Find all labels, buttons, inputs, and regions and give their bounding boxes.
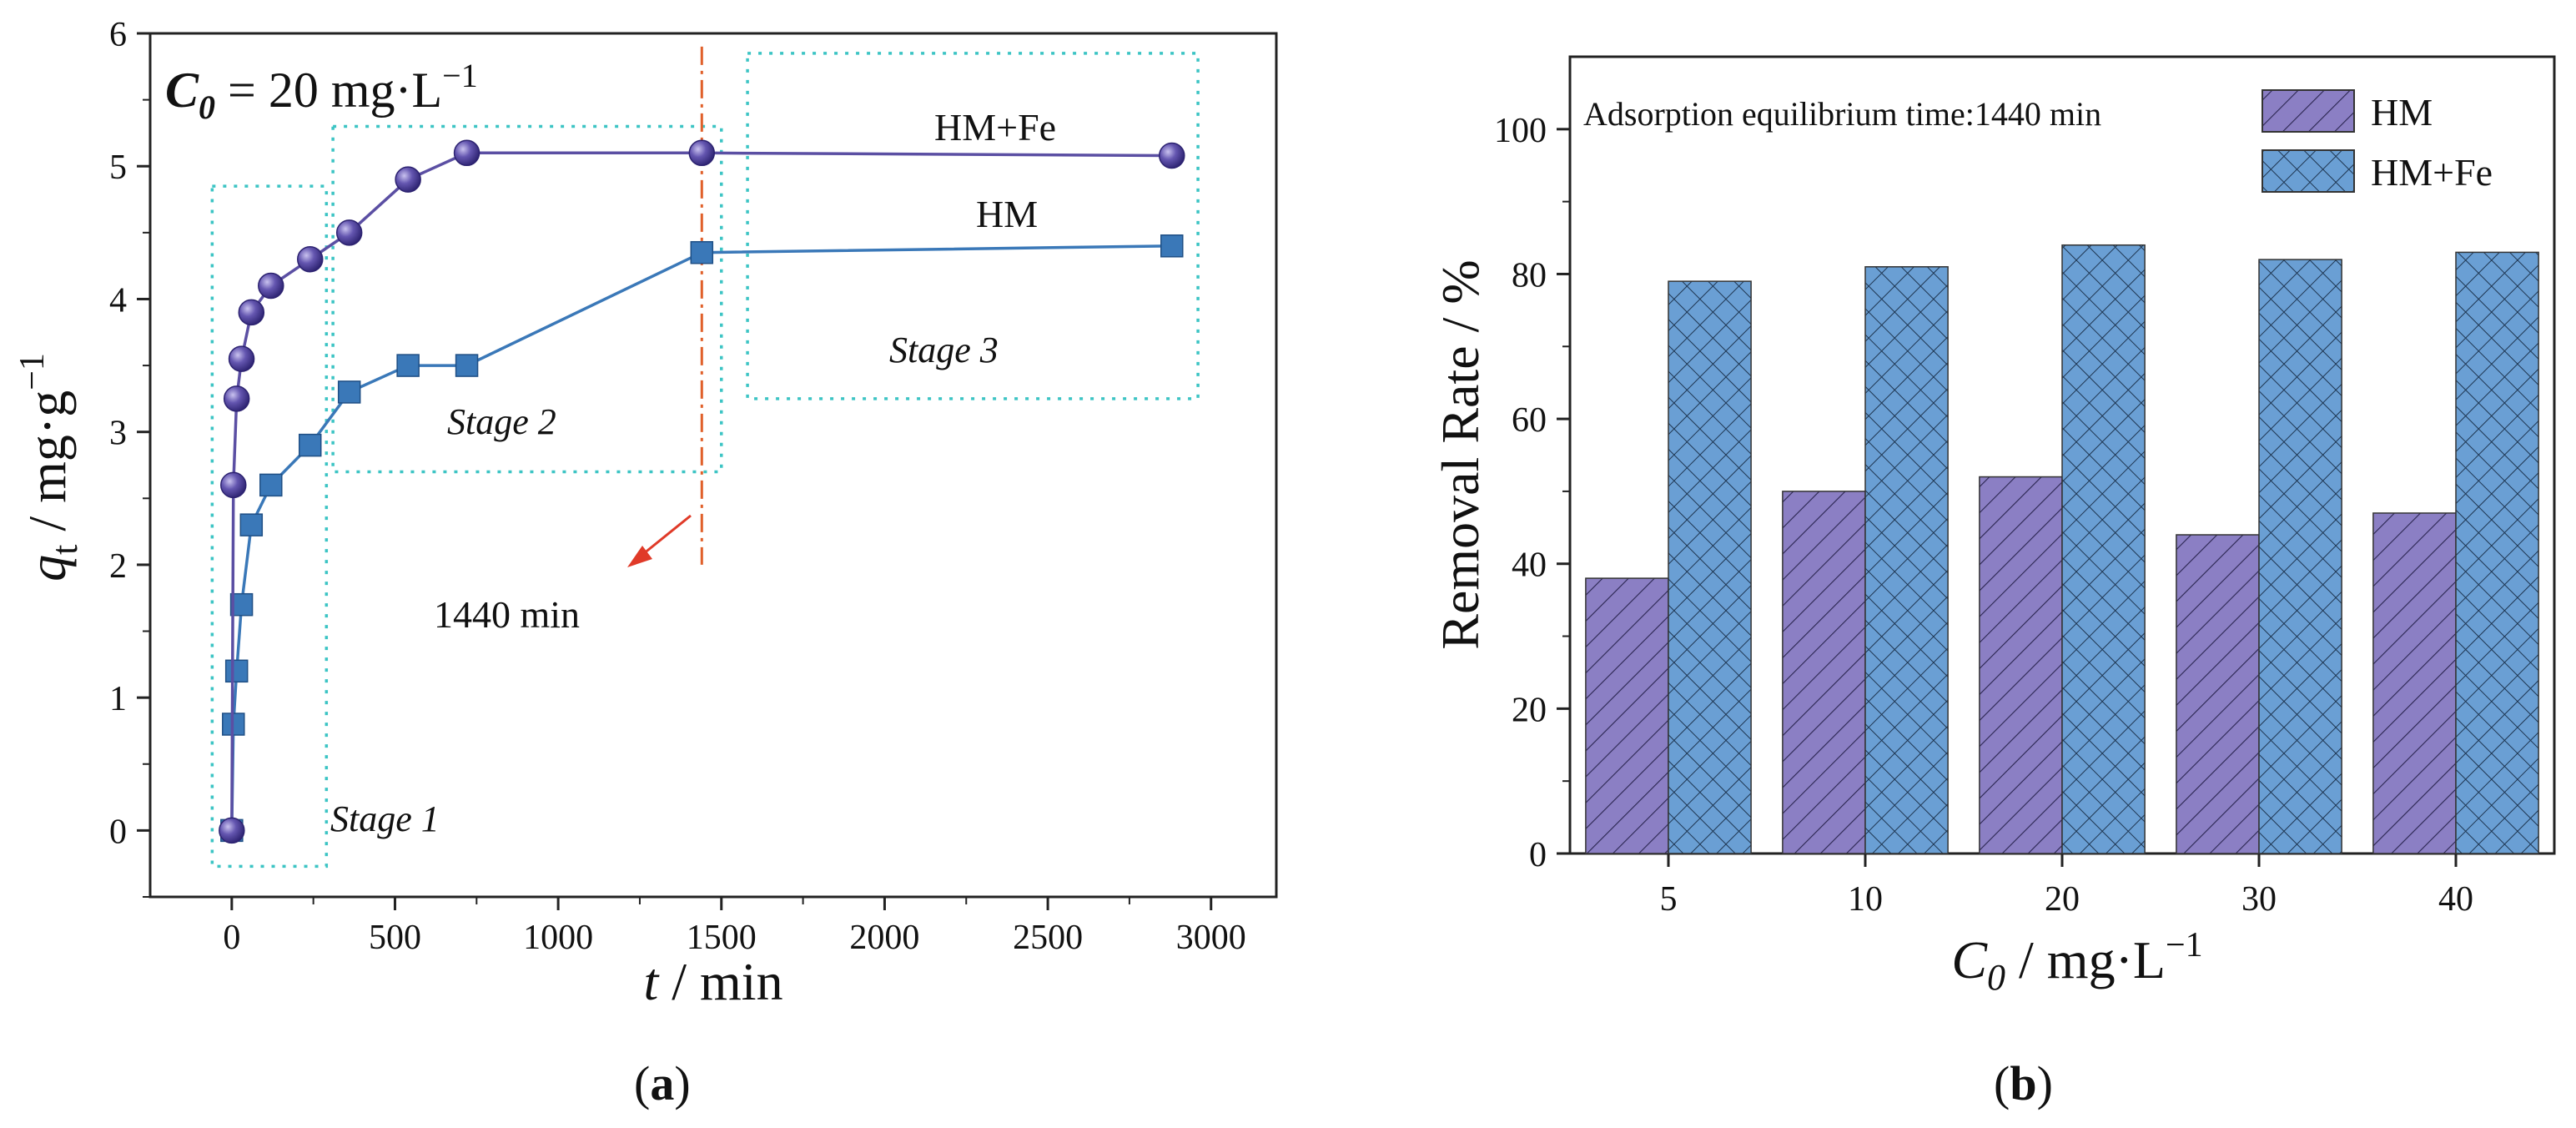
panel-a-ticks: 0 500 1000 1500 2000 2500 3000 0 1 2 3 4 5 6 — [109, 16, 1246, 957]
stage-1-label: Stage 1 — [330, 798, 440, 839]
bar-hmfe-20 — [2061, 244, 2146, 854]
stage-boxes — [210, 46, 1200, 869]
data-point-hm — [455, 354, 479, 377]
annotation-1440min: 1440 min — [434, 593, 580, 636]
conc-symbol: C — [165, 63, 199, 118]
x-tick-label-a: 1000 — [523, 919, 593, 957]
series-line-hmfe — [230, 151, 1172, 831]
bar-hm-10 — [1782, 491, 1866, 854]
bar-hmfe-30 — [2258, 259, 2342, 854]
bar-hm-5 — [1585, 577, 1669, 854]
y-tick-label-b: 20 — [1512, 691, 1547, 729]
bar-hmfe-10 — [1864, 266, 1949, 854]
bar-hm-20 — [1979, 476, 2063, 854]
data-point-hm — [298, 433, 322, 457]
panel-label-a: (a) — [634, 1056, 691, 1110]
data-point-hmfe — [219, 817, 245, 844]
x-axis-label-a: t / min — [643, 952, 782, 1011]
x-tick-label-b: 5 — [1660, 880, 1678, 919]
data-point-hm — [337, 380, 361, 404]
data-point-hmfe — [688, 139, 716, 167]
y-tick-label-b: 40 — [1512, 546, 1547, 585]
legend-swatch-hm — [2262, 89, 2355, 133]
panel-b-bars — [1585, 244, 2539, 854]
x-tick-label-a: 3000 — [1176, 919, 1246, 957]
legend-label-hm: HM — [2371, 91, 2433, 133]
stage-2-label: Stage 2 — [447, 401, 556, 442]
y-axis-label-a: qt / mg·g−1 — [13, 353, 85, 582]
y-tick-label-b: 100 — [1494, 112, 1547, 150]
data-point-hmfe — [395, 166, 421, 193]
x-tick-label-b: 10 — [1848, 880, 1883, 919]
x-tick-label-a: 500 — [369, 919, 421, 957]
x-tick-label-b: 20 — [2045, 880, 2080, 919]
x-tick-label-a: 1500 — [687, 919, 757, 957]
y-tick-label-a: 0 — [109, 813, 127, 851]
data-point-hmfe — [335, 219, 363, 246]
data-point-hm — [229, 592, 254, 617]
bar-hm-30 — [2176, 534, 2260, 854]
data-point-hmfe — [238, 299, 265, 326]
y-tick-label-a: 2 — [109, 547, 127, 586]
stage-box-1 — [210, 184, 329, 869]
x-tick-label-b: 40 — [2438, 880, 2473, 919]
y-tick-label-b: 80 — [1512, 256, 1547, 295]
legend-swatch-hmfe — [2262, 149, 2355, 193]
data-point-hmfe — [1159, 142, 1185, 169]
concentration-label: C0 = 20 mg·L−1 — [165, 57, 478, 126]
data-point-hmfe — [228, 345, 255, 372]
data-point-hm — [239, 513, 264, 536]
y-tick-label-b: 60 — [1512, 401, 1547, 440]
annotation-arrow — [627, 514, 692, 567]
y-tick-label-a: 4 — [109, 281, 127, 320]
y-axis-label-b: Removal Rate / % — [1431, 259, 1490, 649]
panel-b-ticks: 0 20 40 60 80 100 5 10 20 30 40 — [1494, 112, 2473, 919]
legend-label-hmfe: HM+Fe — [2371, 151, 2493, 194]
panel-a-frame — [148, 32, 1278, 899]
y-tick-label-a: 1 — [109, 680, 127, 718]
x-tick-label-b: 30 — [2241, 880, 2277, 919]
panel-label-b: (b) — [1994, 1056, 2053, 1110]
data-point-hm — [1160, 234, 1184, 258]
data-point-hm — [690, 240, 714, 264]
panel-a-series — [219, 139, 1185, 844]
legend-b: HM HM+Fe — [2262, 89, 2493, 194]
stage-3-label: Stage 3 — [889, 330, 999, 370]
x-axis-label-b: C0 / mg·L−1 — [1951, 926, 2202, 998]
series-label-hm: HM — [976, 193, 1038, 235]
y-tick-label-b: 0 — [1529, 836, 1547, 874]
bar-hmfe-5 — [1668, 280, 1752, 854]
series-label-hmfe: HM+Fe — [934, 106, 1056, 149]
data-point-hmfe — [296, 245, 324, 273]
x-tick-label-a: 2000 — [849, 919, 919, 957]
x-tick-label-a: 2500 — [1013, 919, 1083, 957]
data-point-hm — [224, 659, 249, 683]
equilibrium-annotation: Adsorption equilibrium time:1440 min — [1583, 95, 2101, 133]
data-point-hmfe — [223, 385, 250, 412]
stage-box-3 — [746, 52, 1200, 400]
data-point-hmfe — [453, 139, 480, 167]
conc-text: = 20 mg·L — [215, 63, 442, 118]
data-point-hmfe — [258, 272, 284, 300]
conc-subscript: 0 — [199, 88, 215, 126]
y-tick-label-a: 6 — [109, 16, 127, 54]
data-point-hm — [259, 473, 283, 497]
panel-b: 0 20 40 60 80 100 5 10 20 30 40 Adsorption equilib… — [1431, 55, 2556, 1110]
y-tick-label-a: 5 — [109, 149, 127, 187]
data-point-hm — [396, 354, 420, 377]
data-point-hmfe — [220, 471, 247, 499]
y-tick-label-a: 3 — [109, 415, 127, 453]
conc-sup: −1 — [442, 57, 478, 94]
bar-hm-40 — [2372, 512, 2457, 854]
x-tick-label-a: 0 — [223, 919, 240, 957]
bar-hmfe-40 — [2455, 251, 2539, 854]
